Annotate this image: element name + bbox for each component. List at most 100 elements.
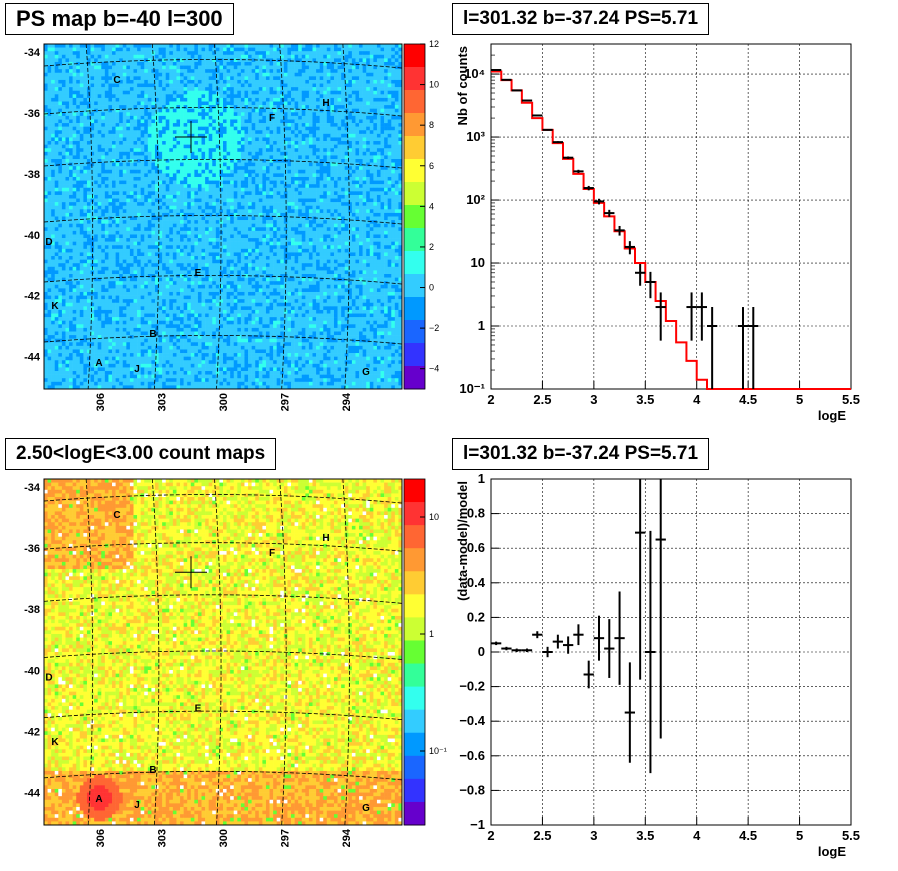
ps-source-label: K <box>51 301 59 312</box>
residual-title: l=301.32 b=-37.24 PS=5.71 <box>452 438 710 470</box>
ps-colorbar-label: 8 <box>429 120 434 130</box>
residual-data-point <box>491 641 502 646</box>
ps-y-tick-label: -40 <box>24 230 40 242</box>
spectrum-data-point <box>573 169 584 174</box>
count-source-label: F <box>269 548 275 559</box>
count-y-tick-label: -34 <box>24 482 41 494</box>
count-colorbar-cell <box>404 640 425 665</box>
count-colorbar-cell <box>404 732 425 757</box>
residual-y-tick-label: −0.4 <box>459 713 485 728</box>
spectrum-model-line <box>491 70 851 390</box>
ps-frame <box>43 43 403 390</box>
spectrum-y-tick-label: 10² <box>466 192 485 207</box>
count-x-tick-label: 294 <box>341 828 353 847</box>
ps-x-tick-label: 294 <box>341 392 353 411</box>
ps-colorbar-label: 10 <box>429 80 439 90</box>
count-colorbar-cell <box>404 617 425 641</box>
ps-colorbar-frame <box>403 43 426 390</box>
spectrum-data-point <box>521 99 533 102</box>
count-source-label: E <box>195 704 202 715</box>
ps-colorbar-cell <box>404 159 425 183</box>
count-y-tick-label: -40 <box>24 665 40 677</box>
residual-x-tick-label: 2 <box>487 828 494 843</box>
spectrum-data-point <box>604 209 615 217</box>
spectrum-data-point <box>624 241 635 255</box>
count-source-label: H <box>322 533 329 544</box>
residual-data-point <box>614 591 625 685</box>
spectrum-x-axis-label: logE <box>818 408 846 423</box>
count-source-label: K <box>51 737 59 748</box>
residual-data-point <box>573 624 584 646</box>
count-frame <box>43 478 403 826</box>
ps-y-tick-label: -44 <box>24 352 41 364</box>
spectrum-data-point <box>614 225 625 236</box>
lon-line <box>85 478 94 826</box>
residual-y-axis-label: (data-model)/model <box>455 481 470 601</box>
ps-colorbar-cell <box>404 67 425 91</box>
count-source-label: A <box>95 794 102 805</box>
spectrum-x-tick-label: 5 <box>796 392 803 407</box>
spectrum-data-point <box>696 292 707 341</box>
spectrum-y-tick-label: 10³ <box>466 129 485 144</box>
residual-data-point <box>501 646 512 651</box>
lon-line <box>85 43 94 390</box>
residual-x-tick-label: 3 <box>590 828 597 843</box>
residual-y-tick-label: −0.6 <box>459 748 485 763</box>
ps-colorbar-cell <box>404 182 425 206</box>
ps-coord-grid <box>43 43 403 390</box>
count-colorbar-cell <box>404 502 425 526</box>
count-colorbar-label: 10 <box>429 512 439 522</box>
spectrum-y-tick-label: 10 <box>471 255 485 270</box>
residual-y-tick-label: 0.8 <box>467 506 485 521</box>
spectrum-x-tick-label: 5.5 <box>842 392 860 407</box>
residual-x-tick-label: 4.5 <box>739 828 757 843</box>
residual-data-point <box>532 631 543 639</box>
count-source-label: B <box>149 765 156 776</box>
count-source-label: G <box>362 803 370 814</box>
count-colorbar-cell <box>404 801 425 826</box>
lon-line <box>342 43 350 390</box>
ps-colorbar-label: 4 <box>429 201 434 211</box>
lon-line <box>279 478 287 826</box>
residual-y-tick-label: −0.8 <box>459 782 485 797</box>
count-pixels <box>44 479 403 826</box>
spectrum-y-tick-label: 10⁴ <box>464 66 485 81</box>
residual-x-tick-label: 2.5 <box>533 828 551 843</box>
count-colorbar-frame <box>403 478 426 826</box>
lon-line <box>342 478 350 826</box>
spectrum-x-tick-label: 4 <box>693 392 701 407</box>
residual-data-point <box>511 648 522 652</box>
ps-colorbar-cell <box>404 251 425 275</box>
ps-source-label: D <box>45 237 52 248</box>
residual-data-point <box>583 660 594 689</box>
spectrum-y-tick-label: 10⁻¹ <box>459 381 485 396</box>
ps-colorbar-label: 0 <box>429 283 434 293</box>
ps-colorbar-label: −2 <box>429 323 439 333</box>
count-colorbar-cell <box>404 755 425 780</box>
count-colorbar-label: 10⁻¹ <box>429 746 447 756</box>
ps-source-label: B <box>149 329 156 340</box>
spectrum-data-point <box>737 307 749 389</box>
residual-data-point <box>521 648 533 652</box>
spectrum-x-tick-label: 3 <box>590 392 597 407</box>
ps-colorbar-cell <box>404 343 425 367</box>
spectrum-y-axis-label: Nb of counts <box>455 46 470 125</box>
ps-colorbar-cell <box>404 90 425 114</box>
ps-colorbar-cell <box>404 136 425 160</box>
spectrum-data-point <box>552 141 563 144</box>
ps-colorbar-cell <box>404 320 425 344</box>
residual-x-tick-label: 5 <box>796 828 803 843</box>
ps-x-tick-label: 303 <box>157 393 169 411</box>
residual-x-axis-label: logE <box>818 844 846 859</box>
count-source-label: D <box>45 673 52 684</box>
spectrum-data-point <box>511 89 522 92</box>
residual-x-tick-label: 5.5 <box>842 828 860 843</box>
count-y-tick-label: -44 <box>24 788 41 800</box>
ps-y-tick-label: -36 <box>24 108 40 120</box>
ps-map-title: PS map b=-40 l=300 <box>5 3 234 35</box>
ps-source-label: C <box>113 75 120 86</box>
spectrum-data-point <box>686 292 697 341</box>
ps-y-tick-label: -38 <box>24 169 40 181</box>
count-y-tick-label: -36 <box>24 543 40 555</box>
